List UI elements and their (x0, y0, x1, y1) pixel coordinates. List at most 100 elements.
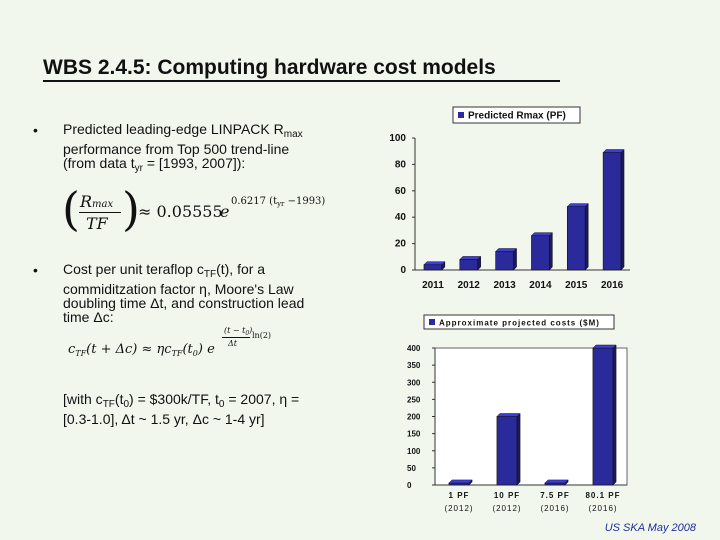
bar-side-face (564, 479, 569, 486)
bar (495, 251, 514, 271)
bullet-1-line1: Predicted leading-edge LINPACK R (63, 121, 284, 137)
bullet-1-line2: performance from Top 500 trend-line (63, 141, 290, 157)
bullet-1-line3: (from data t (63, 155, 135, 171)
x-tick-label: 7.5 PF (540, 491, 570, 500)
page-title: WBS 2.4.5: Computing hardware cost model… (43, 56, 496, 79)
x-tick-label: 2016 (601, 280, 624, 291)
bullet-1-text: Predicted leading-edge LINPACK Rmax perf… (63, 122, 363, 176)
y-tick-label: 50 (407, 464, 416, 473)
bar (566, 206, 586, 271)
x-tick-label: 2014 (529, 280, 552, 291)
bullet-2-line1-suffix: (t), for a (216, 261, 266, 277)
fraction-bar (79, 212, 121, 213)
cost-equation: cTF(t + Δc) ≈ ηcTF(t0) e (t − t0) Δt ln(… (68, 326, 298, 362)
bar-side-face (549, 232, 553, 271)
left-paren: ( (62, 182, 80, 236)
y-tick-label: 40 (395, 212, 407, 223)
bullet-2-line1: Cost per unit teraflop c (63, 261, 204, 277)
y-tick-label: 100 (407, 447, 421, 456)
bar (448, 482, 470, 486)
ctf-subscript: TF (203, 269, 217, 280)
bullet-marker-1: • (33, 122, 38, 138)
bar-side-face (441, 261, 446, 271)
bar (592, 347, 614, 486)
eq1-denominator: TF (86, 214, 108, 233)
bar-side-face (468, 479, 473, 486)
x-tick-sublabel: (2016) (588, 504, 617, 513)
bar-side-face (612, 344, 617, 486)
y-tick-label: 400 (407, 344, 421, 353)
bar-side-face (620, 148, 625, 271)
bar-top-face (459, 256, 482, 260)
y-tick-label: 250 (407, 395, 421, 404)
bar-side-face (513, 247, 517, 271)
y-tick-label: 300 (407, 378, 421, 387)
bar (423, 264, 443, 271)
eq1-exponent: 0.6217 (tyr −1993) (231, 196, 326, 208)
eq1-approx-value: ≈ 0.05555 (138, 202, 223, 221)
bar (496, 416, 518, 486)
y-tick-label: 80 (395, 159, 407, 170)
bar-top-face (592, 344, 617, 349)
eq2-exp-suffix: ln(2) (252, 331, 272, 340)
bullet-2-line3: doubling time Δt, and construction lead (63, 295, 305, 311)
bullet-2-line4: time Δc: (63, 309, 114, 325)
x-tick-label: 2012 (458, 280, 481, 291)
right-paren: ) (122, 182, 140, 236)
x-tick-label: 80.1 PF (585, 491, 620, 500)
x-tick-sublabel: (2016) (540, 504, 569, 513)
parameter-note-line2: [0.3-1.0], Δt ~ 1.5 yr, Δc ~ 1-4 yr] (63, 411, 265, 427)
bar-top-face (423, 261, 446, 265)
footer-credit: US SKA May 2008 (604, 522, 696, 534)
x-tick-label: 1 PF (449, 491, 470, 500)
y-tick-label: 200 (407, 413, 421, 422)
y-tick-label: 20 (395, 239, 407, 250)
rmax-bar-chart: 0 20 40 60 80 100 2011 2012 2013 2014 2015 2016 Pred… (389, 106, 630, 291)
eq1-base: e (220, 202, 230, 221)
legend-label: Predicted Rmax (PF) (468, 111, 566, 122)
x-tick-label: 10 PF (494, 491, 520, 500)
legend-box (452, 106, 581, 124)
bar-side-face (584, 203, 589, 271)
eq2-main: cTF(t + Δc) ≈ ηcTF(t0) e (68, 342, 215, 358)
y-tick-label: 100 (389, 133, 406, 144)
title-underline (43, 80, 560, 82)
cost-bar-chart: 0 50 100 150 200 250 300 350 400 1 PF (2012) 10 PF (… (407, 314, 628, 513)
x-tick-label: 2011 (422, 280, 444, 291)
bar-top-face (602, 149, 625, 153)
rmax-equation: ( Rmax TF ) ≈ 0.05555 e 0.6217 (tyr −199… (62, 182, 325, 238)
bullet-marker-2: • (33, 262, 38, 278)
bar-top-face (566, 203, 589, 207)
x-tick-sublabel: (2012) (444, 504, 473, 513)
eq2-exp-denominator: Δt (228, 339, 237, 348)
bullet-1-line3-suffix: = [1993, 2007]): (142, 155, 246, 171)
legend-box (423, 314, 615, 330)
y-tick-label: 350 (407, 361, 421, 370)
eq2-exp-fraction-bar (222, 337, 250, 338)
bar (459, 259, 479, 271)
x-tick-label: 2015 (565, 280, 588, 291)
bar-side-face (477, 255, 481, 271)
bar (602, 152, 622, 271)
legend-swatch (429, 319, 435, 325)
parameter-note: [with cTF(t0) = $300k/TF, t0 = 2007, η =… (63, 392, 383, 426)
y-tick-label: 0 (400, 265, 406, 276)
legend-swatch (458, 112, 464, 118)
bullet-2-text: Cost per unit teraflop cTF(t), for a com… (63, 262, 363, 324)
x-tick-label: 2013 (493, 280, 516, 291)
x-tick-sublabel: (2012) (492, 504, 521, 513)
eq1-numerator: Rmax (80, 192, 114, 211)
bar-top-face (495, 248, 518, 252)
tyr-subscript: yr (134, 163, 143, 174)
bullet-2-line2: commiditzation factor η, Moore's Law (63, 281, 294, 297)
bar-top-face (530, 232, 553, 236)
legend-label: Approximate projected costs ($M) (439, 319, 600, 328)
y-tick-label: 0 (407, 481, 412, 490)
eq2-exp-numerator: (t − t0) (224, 326, 253, 337)
y-tick-label: 150 (407, 430, 421, 439)
rmax-subscript: max (283, 129, 303, 140)
bar (531, 235, 550, 271)
bar-top-face (448, 479, 473, 484)
bar (544, 482, 566, 486)
bar-top-face (496, 413, 521, 417)
